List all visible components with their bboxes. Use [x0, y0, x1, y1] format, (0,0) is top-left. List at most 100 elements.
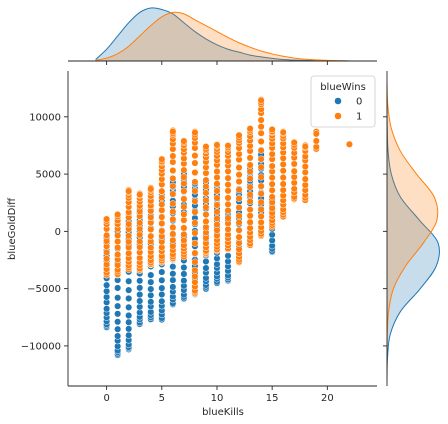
y-tick-label: 10000: [29, 112, 61, 123]
point-1: [136, 225, 144, 233]
x-tick-label: 20: [321, 393, 334, 404]
point-1: [235, 233, 243, 241]
point-1: [158, 187, 166, 195]
point-0: [125, 311, 133, 320]
point-1: [191, 229, 199, 237]
point-0: [169, 276, 177, 284]
point-1: [290, 139, 298, 147]
x-tick-label: 15: [266, 393, 279, 404]
x-tick-label: 0: [103, 393, 109, 404]
point-1: [257, 137, 265, 146]
point-1: [169, 174, 177, 182]
y-tick-label: −10000: [21, 341, 61, 352]
point-0: [158, 297, 166, 305]
point-1: [224, 194, 232, 202]
point-1: [213, 201, 221, 209]
legend-title: blueWins: [320, 82, 366, 93]
point-1: [191, 197, 199, 205]
legend-label-0: 0: [356, 97, 362, 108]
point-1: [301, 162, 309, 171]
point-1: [224, 187, 232, 195]
point-1: [268, 150, 276, 158]
point-1: [125, 187, 133, 195]
point-1: [202, 189, 210, 197]
point-1: [312, 143, 320, 151]
point-0: [147, 278, 155, 286]
kde-x-line-0: [95, 7, 350, 62]
point-0: [114, 294, 122, 302]
point-1: [257, 155, 265, 163]
point-1: [114, 243, 122, 252]
point-0: [114, 310, 122, 318]
point-1: [158, 155, 166, 163]
point-1: [301, 181, 309, 189]
point-1: [147, 185, 155, 193]
point-1: [235, 186, 243, 194]
point-1: [158, 200, 166, 208]
y-tick-label: 0: [55, 227, 61, 238]
point-1: [257, 218, 265, 226]
point-0: [158, 276, 166, 284]
point-1: [257, 205, 265, 213]
point-1: [169, 182, 177, 190]
point-1: [191, 208, 199, 216]
point-0: [114, 284, 122, 292]
point-1: [246, 154, 254, 162]
point-0: [169, 283, 177, 291]
point-1: [180, 173, 188, 181]
point-1: [235, 171, 243, 179]
y-tick-label: −5000: [27, 284, 61, 295]
kde-x-fill-0: [95, 7, 350, 61]
x-tick-label: 10: [211, 393, 224, 404]
point-1: [147, 244, 155, 252]
point-1: [191, 249, 199, 257]
point-1: [224, 181, 232, 189]
point-0: [114, 325, 122, 333]
point-0: [180, 277, 188, 285]
point-1: [114, 237, 122, 246]
point-1: [235, 131, 243, 139]
point-1: [279, 160, 287, 168]
point-1: [246, 197, 254, 206]
point-1: [103, 215, 111, 223]
point-1: [257, 96, 265, 104]
point-1: [246, 218, 254, 226]
point-0: [125, 277, 133, 285]
point-1: [235, 212, 243, 220]
point-1: [213, 141, 221, 149]
point-0: [103, 281, 111, 289]
point-1: [257, 163, 265, 171]
point-1: [279, 186, 287, 194]
point-1: [224, 200, 232, 208]
point-1: [312, 130, 320, 138]
point-0: [169, 263, 177, 271]
point-1: [257, 123, 265, 131]
point-0: [125, 325, 133, 333]
point-0: [147, 298, 155, 306]
point-1: [213, 187, 221, 195]
point-1: [169, 223, 177, 231]
point-1: [125, 220, 133, 228]
point-1: [169, 152, 177, 160]
point-1: [169, 242, 177, 250]
point-1: [136, 238, 144, 246]
point-1: [235, 204, 243, 212]
point-1: [180, 137, 188, 145]
point-1: [180, 224, 188, 232]
point-0: [268, 231, 276, 239]
point-1: [169, 200, 177, 208]
point-1: [246, 206, 254, 214]
point-1: [246, 191, 254, 199]
point-0: [202, 264, 210, 272]
point-1: [114, 250, 122, 259]
point-1: [213, 194, 221, 202]
point-1: [246, 167, 254, 175]
point-0: [125, 303, 133, 311]
point-1: [202, 203, 210, 211]
point-0: [103, 305, 111, 313]
point-1: [180, 187, 188, 195]
point-1: [235, 150, 243, 158]
point-1: [235, 226, 243, 234]
